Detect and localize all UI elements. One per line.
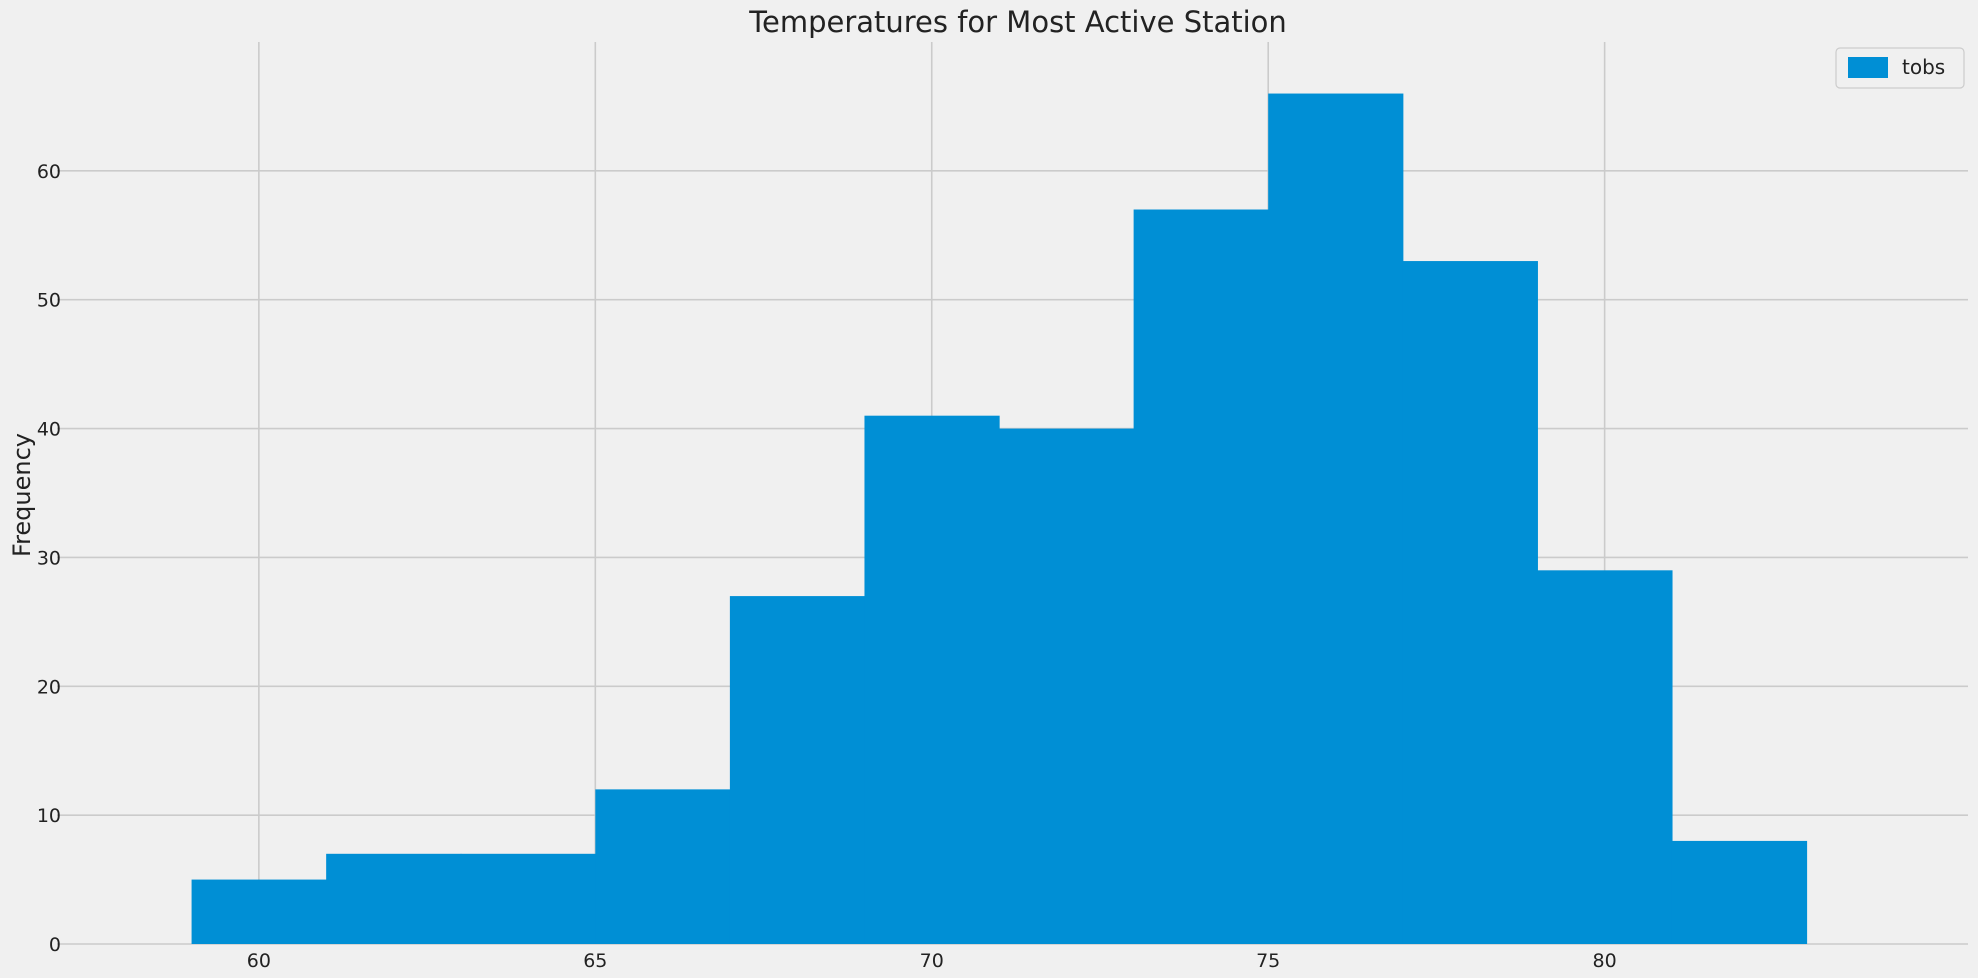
y-tick-label: 60 bbox=[37, 161, 61, 183]
histogram-bar bbox=[1133, 209, 1269, 944]
histogram-bar bbox=[326, 853, 462, 944]
y-axis-label: Frequency bbox=[8, 433, 36, 557]
y-tick-label: 40 bbox=[37, 419, 61, 441]
legend-swatch-tobs bbox=[1848, 57, 1888, 78]
histogram-bar bbox=[191, 879, 327, 944]
legend-label-tobs: tobs bbox=[1902, 55, 1945, 79]
y-tick-label: 0 bbox=[49, 934, 61, 956]
y-tick-label: 20 bbox=[37, 676, 61, 698]
y-tick-label: 30 bbox=[37, 547, 61, 569]
chart-title: Temperatures for Most Active Station bbox=[748, 5, 1287, 39]
y-tick-label: 10 bbox=[37, 805, 61, 827]
x-tick-label: 60 bbox=[247, 950, 271, 972]
histogram-bar bbox=[460, 853, 596, 944]
bars bbox=[191, 93, 1808, 945]
y-axis-ticks: 0 10 20 30 40 50 60 bbox=[37, 161, 61, 956]
y-tick-label: 50 bbox=[37, 290, 61, 312]
x-axis-ticks: 60 65 70 75 80 bbox=[247, 950, 1617, 972]
x-tick-label: 75 bbox=[1256, 950, 1280, 972]
histogram-bar bbox=[1671, 840, 1808, 944]
histogram-bar bbox=[864, 415, 1000, 945]
x-tick-label: 65 bbox=[583, 950, 607, 972]
histogram-bar bbox=[999, 428, 1135, 945]
histogram-bar bbox=[1268, 93, 1404, 945]
histogram-bar bbox=[729, 596, 866, 944]
histogram-bar bbox=[595, 789, 731, 944]
histogram-bar bbox=[1537, 570, 1673, 944]
x-tick-label: 80 bbox=[1593, 950, 1617, 972]
x-tick-label: 70 bbox=[920, 950, 944, 972]
legend: tobs bbox=[1835, 47, 1965, 89]
histogram-bar bbox=[1402, 261, 1538, 944]
